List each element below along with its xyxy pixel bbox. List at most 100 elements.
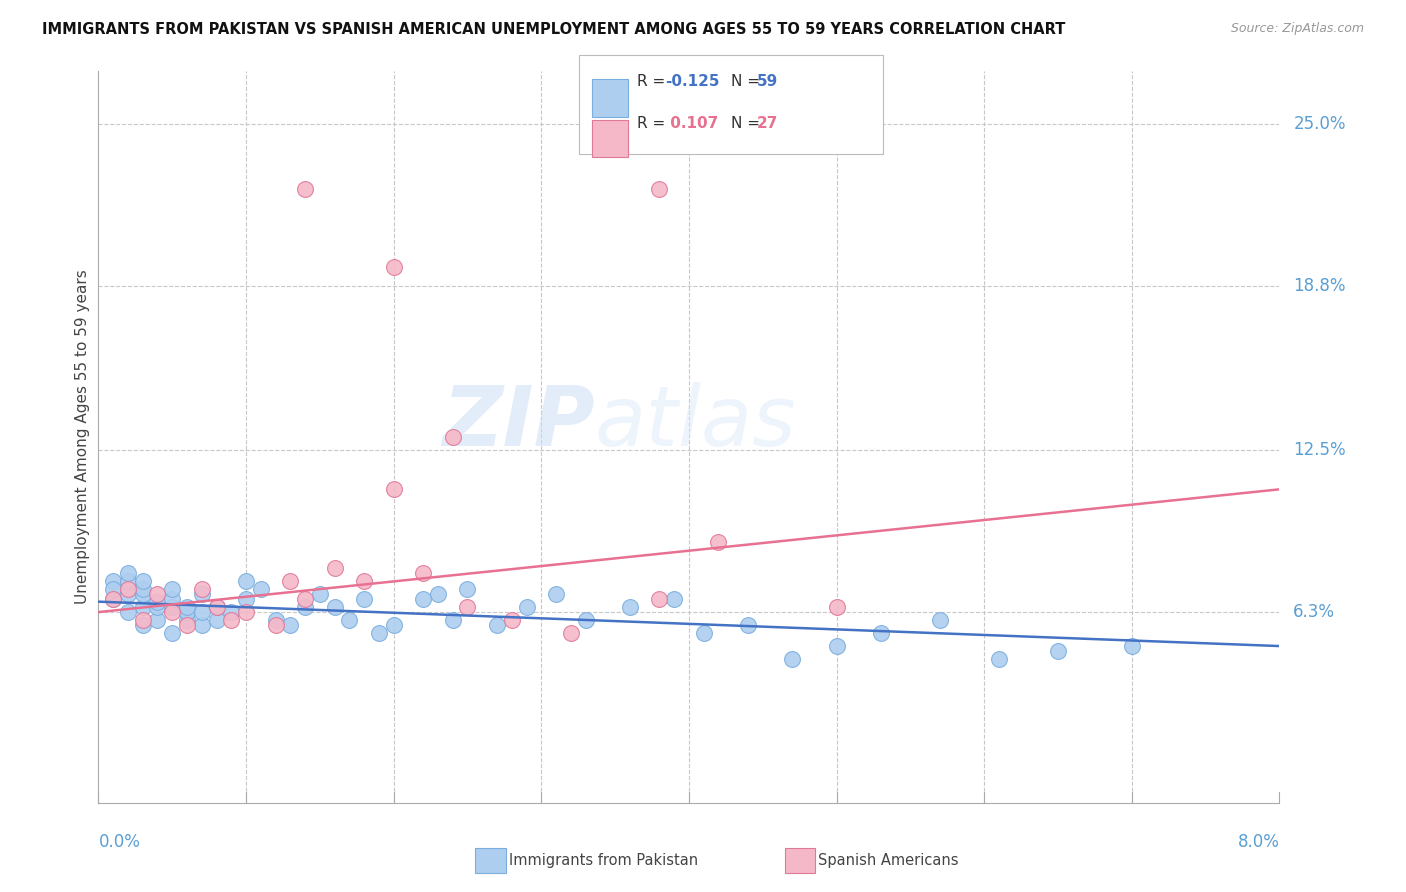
Point <box>782 652 804 666</box>
Point <box>117 582 139 596</box>
Point <box>132 618 155 632</box>
Point <box>205 599 228 614</box>
Point <box>117 574 139 588</box>
Point <box>574 613 596 627</box>
Point <box>382 618 405 632</box>
Point <box>323 599 346 614</box>
Point <box>825 599 848 614</box>
Point <box>205 613 228 627</box>
Point <box>308 587 332 601</box>
Point <box>441 430 464 444</box>
Point <box>191 587 214 601</box>
Point <box>176 605 198 619</box>
Point <box>176 599 198 614</box>
Point <box>382 260 405 275</box>
Point <box>235 574 257 588</box>
Point <box>205 599 228 614</box>
Point <box>323 560 346 574</box>
Point <box>441 613 464 627</box>
Text: R =: R = <box>637 116 671 130</box>
Point <box>412 592 434 607</box>
Point <box>278 574 301 588</box>
Point <box>191 605 214 619</box>
Text: 27: 27 <box>756 116 778 130</box>
Point <box>456 582 478 596</box>
Point <box>132 599 155 614</box>
Text: 0.107: 0.107 <box>665 116 718 130</box>
Point <box>250 582 273 596</box>
Point <box>412 566 434 580</box>
Text: Source: ZipAtlas.com: Source: ZipAtlas.com <box>1230 22 1364 36</box>
Point <box>132 613 155 627</box>
Point <box>162 599 183 614</box>
Point <box>103 574 124 588</box>
Point <box>278 618 301 632</box>
Point <box>294 592 316 607</box>
Point <box>426 587 449 601</box>
Point <box>869 626 891 640</box>
Point <box>485 618 508 632</box>
Point <box>162 592 183 607</box>
Point <box>501 613 523 627</box>
Point <box>235 605 257 619</box>
Point <box>707 534 730 549</box>
Text: 12.5%: 12.5% <box>1294 442 1346 459</box>
Point <box>987 652 1010 666</box>
Point <box>191 618 214 632</box>
Point <box>1121 639 1143 653</box>
Point <box>382 483 405 497</box>
Text: Immigrants from Pakistan: Immigrants from Pakistan <box>509 854 699 868</box>
Y-axis label: Unemployment Among Ages 55 to 59 years: Unemployment Among Ages 55 to 59 years <box>75 269 90 605</box>
Text: atlas: atlas <box>595 382 796 463</box>
Point <box>294 599 316 614</box>
Point <box>146 599 169 614</box>
Text: ZIP: ZIP <box>441 382 595 463</box>
Point <box>928 613 950 627</box>
Text: IMMIGRANTS FROM PAKISTAN VS SPANISH AMERICAN UNEMPLOYMENT AMONG AGES 55 TO 59 YE: IMMIGRANTS FROM PAKISTAN VS SPANISH AMER… <box>42 22 1066 37</box>
Text: N =: N = <box>731 116 765 130</box>
Text: 25.0%: 25.0% <box>1294 114 1346 133</box>
Point <box>176 618 198 632</box>
Point <box>117 605 139 619</box>
Point <box>146 587 169 601</box>
Point <box>103 582 124 596</box>
Point <box>132 582 155 596</box>
Point <box>191 582 214 596</box>
Point <box>264 613 287 627</box>
Point <box>162 582 183 596</box>
Point <box>219 605 242 619</box>
Point <box>103 592 124 607</box>
Text: -0.125: -0.125 <box>665 74 720 88</box>
Point <box>162 626 183 640</box>
Point <box>693 626 716 640</box>
Point <box>560 626 582 640</box>
Point <box>132 574 155 588</box>
Point <box>219 613 242 627</box>
Text: 8.0%: 8.0% <box>1237 833 1279 851</box>
Point <box>648 592 671 607</box>
Point <box>176 613 198 627</box>
Point <box>103 592 124 607</box>
Point <box>367 626 389 640</box>
Point <box>456 599 478 614</box>
Text: 0.0%: 0.0% <box>98 833 141 851</box>
Point <box>132 587 155 601</box>
Point <box>162 605 183 619</box>
Text: R =: R = <box>637 74 671 88</box>
Point <box>146 613 169 627</box>
Text: Spanish Americans: Spanish Americans <box>818 854 959 868</box>
Point <box>337 613 360 627</box>
Point <box>235 592 257 607</box>
Point <box>146 594 169 608</box>
Point <box>648 182 671 196</box>
Point <box>353 574 375 588</box>
Text: 59: 59 <box>756 74 778 88</box>
Text: 18.8%: 18.8% <box>1294 277 1346 294</box>
Point <box>1046 644 1069 658</box>
Text: 6.3%: 6.3% <box>1294 603 1336 621</box>
Point <box>264 618 287 632</box>
Text: N =: N = <box>731 74 765 88</box>
Point <box>515 599 537 614</box>
Point <box>353 592 375 607</box>
Point <box>294 182 316 196</box>
